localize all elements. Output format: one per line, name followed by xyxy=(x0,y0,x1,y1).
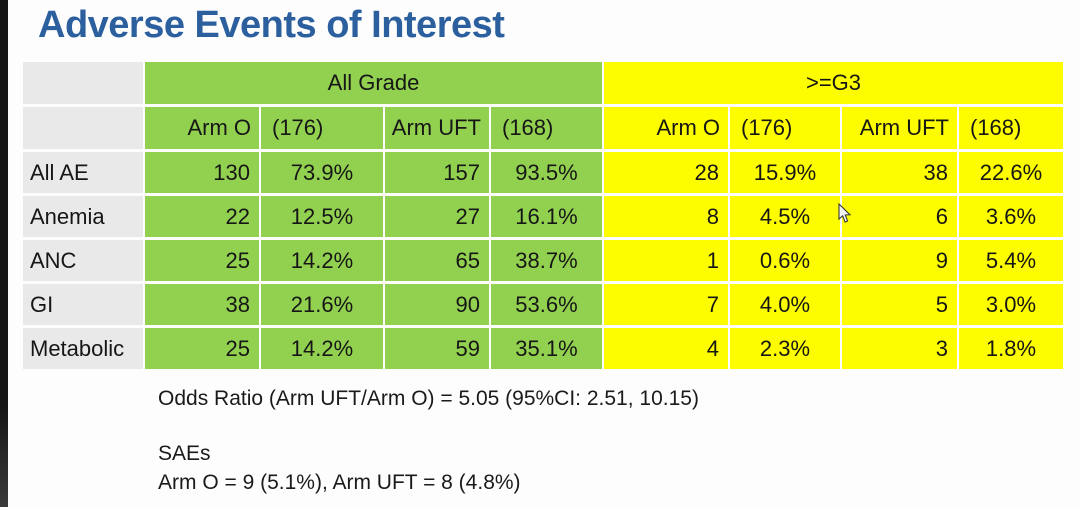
screen-edge-bar xyxy=(0,0,8,507)
col-header-arm-o-n: (176) xyxy=(730,107,840,149)
table-cell: 35.1% xyxy=(491,328,602,369)
table-cell: 38 xyxy=(842,152,957,193)
table-cell: 16.1% xyxy=(491,196,602,237)
all-grade-group-header: All Grade xyxy=(145,62,602,104)
col-header-arm-o-n: (176) xyxy=(261,107,383,149)
table-cell: 25 xyxy=(145,328,259,369)
table-cell: 9 xyxy=(842,240,957,281)
table-cell: 53.6% xyxy=(491,284,602,325)
table-cell: 6 xyxy=(842,196,957,237)
col-header-arm-uft: Arm UFT xyxy=(842,107,957,149)
corner-cell xyxy=(23,62,143,104)
table-cell: 73.9% xyxy=(261,152,383,193)
table-cell: 38.7% xyxy=(491,240,602,281)
table-cell: 22.6% xyxy=(959,152,1063,193)
table-cell: 93.5% xyxy=(491,152,602,193)
table-cell: 1 xyxy=(604,240,728,281)
table-cell: 8 xyxy=(604,196,728,237)
table-cell: 2.3% xyxy=(730,328,840,369)
table-cell: 28 xyxy=(604,152,728,193)
table-cell: 12.5% xyxy=(261,196,383,237)
table-cell: 21.6% xyxy=(261,284,383,325)
table-cell: 5 xyxy=(842,284,957,325)
row-label: GI xyxy=(23,284,143,325)
col-header-arm-uft: Arm UFT xyxy=(385,107,489,149)
table-cell: 25 xyxy=(145,240,259,281)
table-cell: 1.8% xyxy=(959,328,1063,369)
table-cell: 14.2% xyxy=(261,240,383,281)
table-cell: 157 xyxy=(385,152,489,193)
table-cell: 4.0% xyxy=(730,284,840,325)
table-cell: 27 xyxy=(385,196,489,237)
col-header-arm-o: Arm O xyxy=(145,107,259,149)
table-cell: 22 xyxy=(145,196,259,237)
saes-values: Arm O = 9 (5.1%), Arm UFT = 8 (4.8%) xyxy=(158,471,521,494)
footnotes: Odds Ratio (Arm UFT/Arm O) = 5.05 (95%CI… xyxy=(158,384,699,497)
table-cell: 3.6% xyxy=(959,196,1063,237)
table-cell: 15.9% xyxy=(730,152,840,193)
slide-title: Adverse Events of Interest xyxy=(38,4,505,46)
odds-ratio-note: Odds Ratio (Arm UFT/Arm O) = 5.05 (95%CI… xyxy=(158,387,699,410)
table-cell: 7 xyxy=(604,284,728,325)
table-cell: 59 xyxy=(385,328,489,369)
row-label: Metabolic xyxy=(23,328,143,369)
col-header-arm-o: Arm O xyxy=(604,107,728,149)
table-cell: 3 xyxy=(842,328,957,369)
corner-cell xyxy=(23,107,143,149)
adverse-events-table: All Grade >=G3 Arm O (176) Arm UFT (168)… xyxy=(23,62,1063,369)
table-cell: 90 xyxy=(385,284,489,325)
table-cell: 38 xyxy=(145,284,259,325)
mouse-cursor-icon xyxy=(838,203,852,223)
spacer xyxy=(158,413,699,439)
row-label: All AE xyxy=(23,152,143,193)
saes-label: SAEs xyxy=(158,442,211,465)
row-label: Anemia xyxy=(23,196,143,237)
table-cell: 0.6% xyxy=(730,240,840,281)
row-label: ANC xyxy=(23,240,143,281)
table-cell: 65 xyxy=(385,240,489,281)
table-cell: 130 xyxy=(145,152,259,193)
table-cell: 4 xyxy=(604,328,728,369)
table-cell: 5.4% xyxy=(959,240,1063,281)
table-cell: 14.2% xyxy=(261,328,383,369)
col-header-arm-uft-n: (168) xyxy=(959,107,1063,149)
table-cell: 3.0% xyxy=(959,284,1063,325)
g3-group-header: >=G3 xyxy=(604,62,1063,104)
table-cell: 4.5% xyxy=(730,196,840,237)
col-header-arm-uft-n: (168) xyxy=(491,107,602,149)
